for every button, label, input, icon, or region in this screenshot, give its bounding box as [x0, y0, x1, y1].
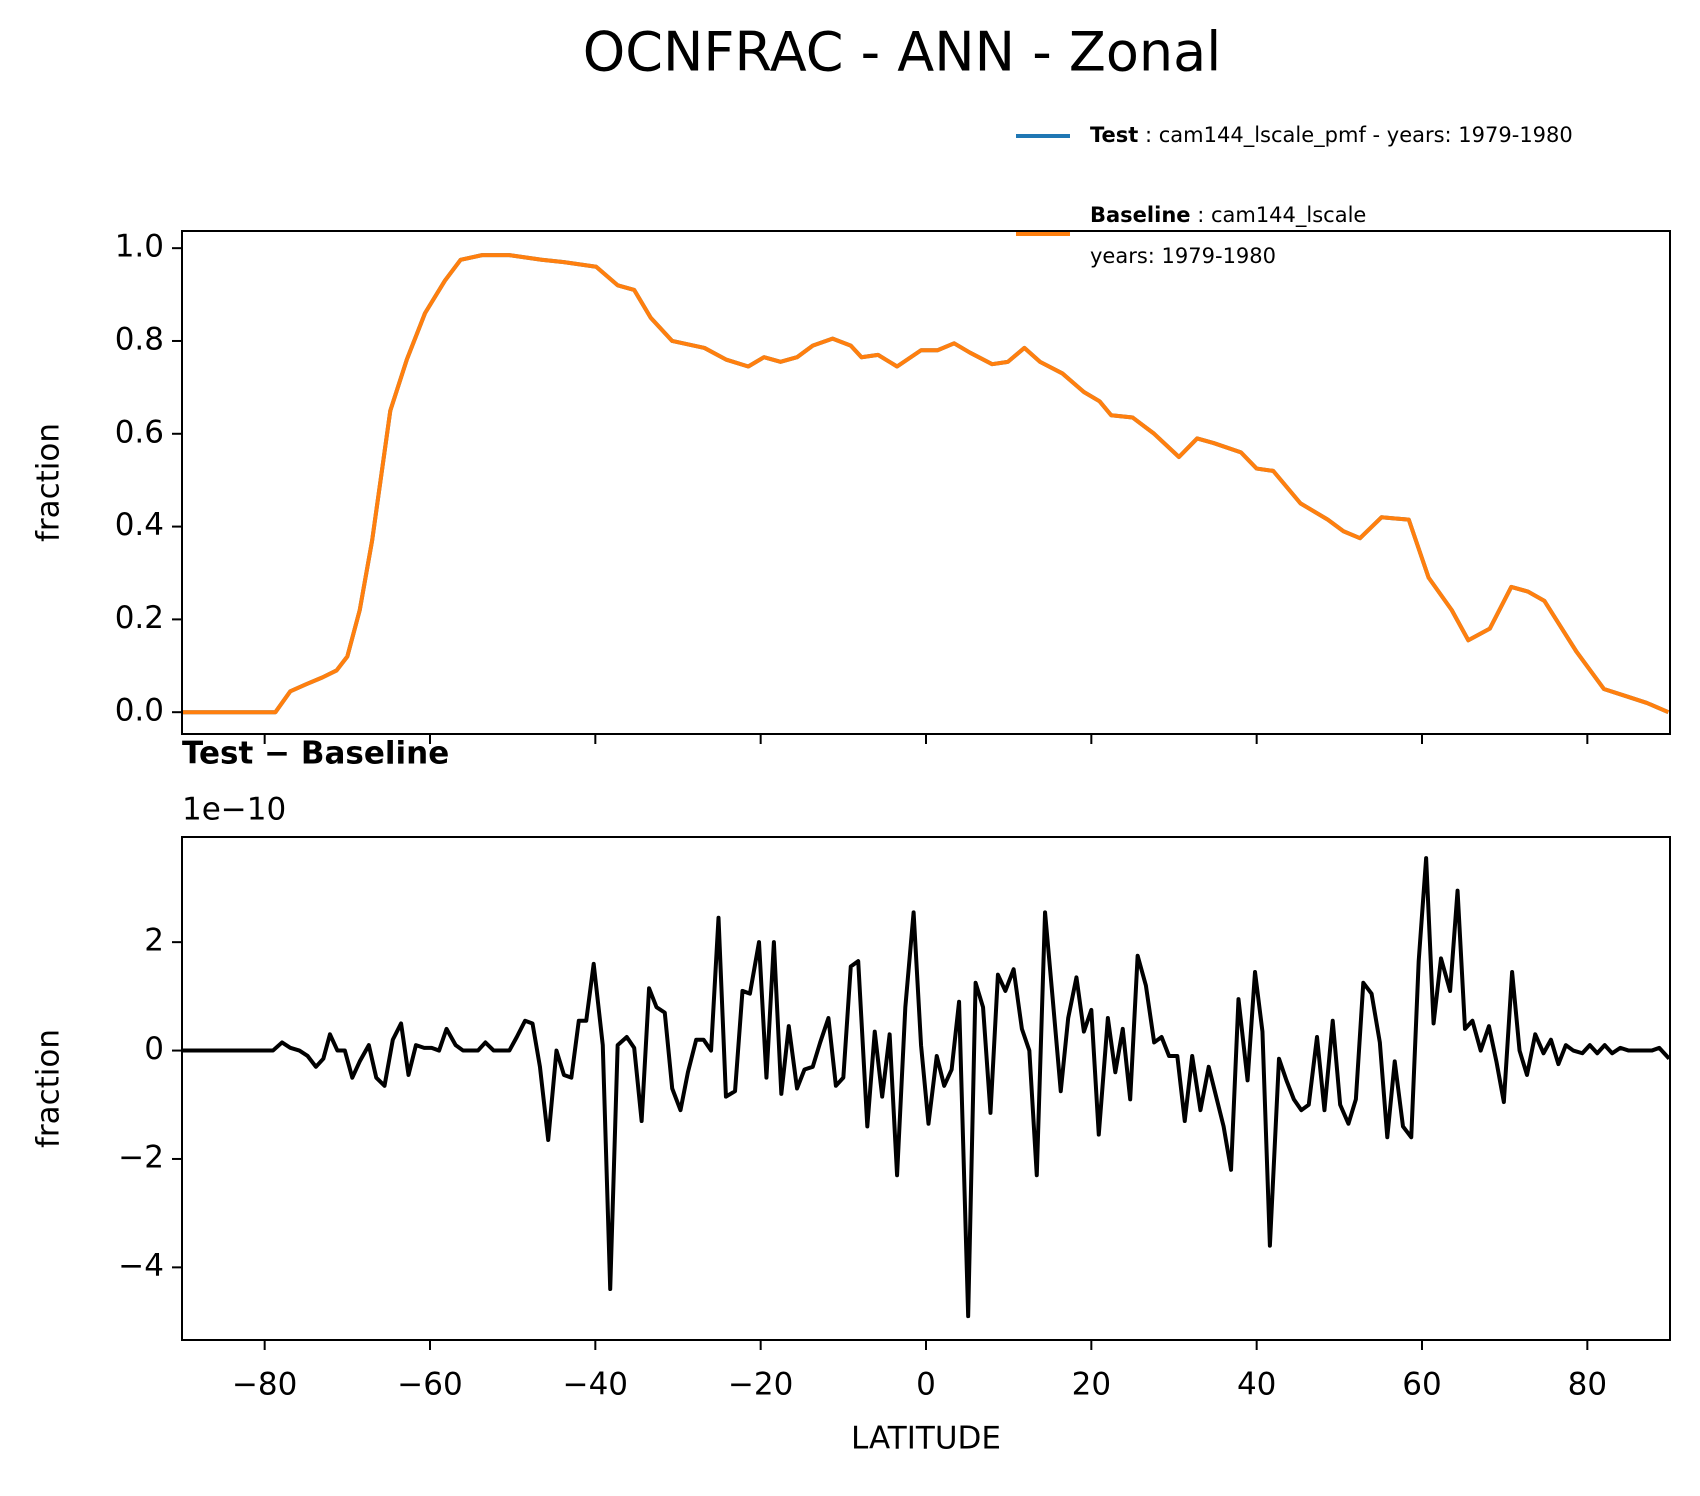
x-tick-label: 40 — [1237, 1367, 1276, 1403]
x-tick-label: −60 — [397, 1367, 462, 1403]
x-tick-label: −40 — [563, 1367, 628, 1403]
legend-label: : cam144_lscale_pmf - years: 1979-1980 — [1138, 123, 1572, 148]
legend-text: Test : cam144_lscale_pmf - years: 1979-1… — [1090, 123, 1573, 148]
x-tick-label: 60 — [1402, 1367, 1441, 1403]
y-tick-label: −4 — [118, 1248, 164, 1284]
legend-label: years: 1979-1980 — [1090, 244, 1276, 268]
x-tick-label: 0 — [916, 1367, 936, 1403]
y-tick-label: 1.0 — [115, 229, 164, 265]
y-tick-label: 0.2 — [115, 600, 164, 636]
legend-label: : cam144_lscale — [1191, 203, 1367, 228]
data-line — [182, 856, 1670, 1319]
legend-text: years: 1979-1980 — [1090, 244, 1276, 268]
y-tick-label: −2 — [118, 1139, 164, 1175]
x-tick-label: 80 — [1568, 1367, 1607, 1403]
x-tick-label: −20 — [728, 1367, 793, 1403]
legend-name: Baseline — [1090, 203, 1191, 227]
x-axis-label: LATITUDE — [851, 1421, 1001, 1457]
legend-text: Baseline : cam144_lscale — [1090, 203, 1366, 228]
y-tick-label: 0.8 — [115, 321, 164, 357]
y-tick-label: 0.0 — [115, 693, 164, 729]
offset-label: 1e−10 — [182, 792, 286, 828]
y-tick-label: 0 — [144, 1031, 164, 1067]
axes-title: Test − Baseline — [182, 736, 449, 772]
data-line — [182, 253, 1670, 715]
y-axis-label: fraction — [31, 1029, 67, 1148]
x-tick-label: −80 — [232, 1367, 297, 1403]
x-tick-label: 20 — [1072, 1367, 1111, 1403]
y-tick-label: 0.6 — [115, 414, 164, 450]
y-tick-label: 0.4 — [115, 507, 164, 543]
y-axis-label: fraction — [31, 423, 67, 542]
legend-name: Test — [1090, 123, 1138, 147]
y-tick-label: 2 — [144, 923, 164, 959]
figure-title: OCNFRAC - ANN - Zonal — [583, 21, 1221, 84]
